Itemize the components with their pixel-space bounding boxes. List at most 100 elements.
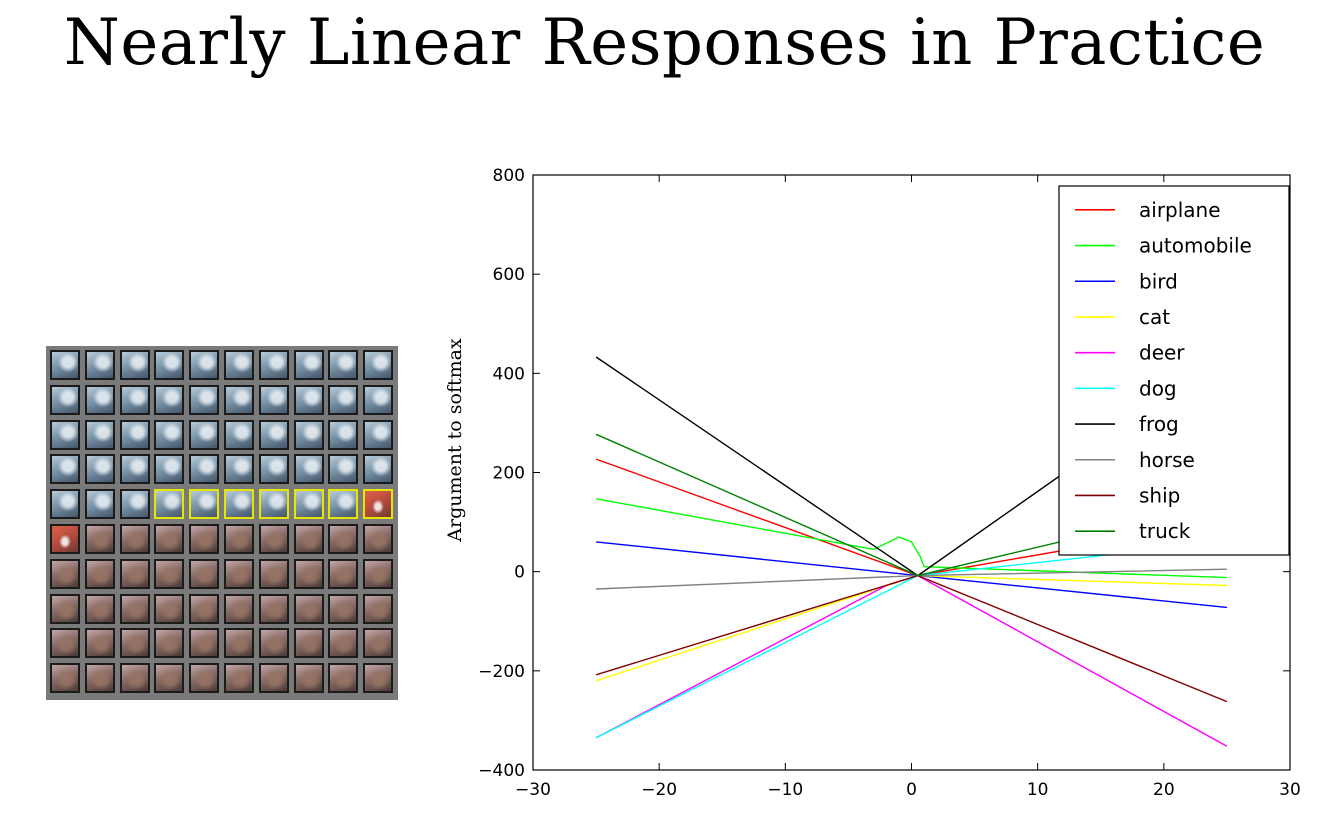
grid-image-tile <box>363 454 394 485</box>
grid-image-tile <box>258 489 289 520</box>
grid-image-tile <box>258 663 289 694</box>
grid-image-tile <box>363 593 394 624</box>
grid-image-tile <box>363 489 394 520</box>
grid-image-tile <box>363 350 394 380</box>
grid-image-tile <box>224 489 254 520</box>
grid-image-tile <box>119 663 150 694</box>
grid-image-tile <box>293 454 324 485</box>
grid-image-tile <box>258 454 289 485</box>
grid-image-tile <box>84 663 115 694</box>
grid-image-tile <box>328 454 359 485</box>
grid-image-tile <box>328 524 359 554</box>
grid-image-tile <box>84 454 115 485</box>
grid-image-tile <box>363 384 394 415</box>
grid-image-tile <box>293 489 324 520</box>
grid-image-tile <box>50 350 80 380</box>
y-tick-label: 400 <box>493 364 525 384</box>
grid-image-tile <box>328 628 359 659</box>
grid-image-tile <box>258 628 289 659</box>
grid-image-tile <box>293 663 324 694</box>
grid-image-tile <box>224 419 254 450</box>
grid-image-tile <box>154 663 185 694</box>
y-tick-label: 200 <box>493 464 525 484</box>
grid-image-tile <box>293 558 324 589</box>
grid-image-tile <box>189 419 220 450</box>
grid-image-tile <box>84 384 115 415</box>
grid-image-tile <box>154 593 185 624</box>
grid-image-tile <box>154 454 185 485</box>
grid-image-tile <box>258 350 289 380</box>
grid-image-tile <box>189 350 220 380</box>
grid-image-tile <box>258 558 289 589</box>
grid-image-tile <box>119 350 150 380</box>
grid-image-tile <box>154 524 185 554</box>
legend-label-dog: dog <box>1139 376 1177 400</box>
y-tick-label: −200 <box>478 662 525 682</box>
legend-label-ship: ship <box>1139 483 1180 507</box>
grid-image-tile <box>363 524 394 554</box>
grid-image-tile <box>119 524 150 554</box>
grid-image-tile <box>293 419 324 450</box>
x-tick-label: 0 <box>906 780 917 800</box>
grid-image-tile <box>224 663 254 694</box>
grid-image-tile <box>154 350 185 380</box>
grid-image-tile <box>50 524 80 554</box>
grid-image-tile <box>50 454 80 485</box>
grid-image-tile <box>363 663 394 694</box>
grid-image-tile <box>363 628 394 659</box>
grid-image-tile <box>328 419 359 450</box>
x-tick-label: 30 <box>1279 780 1301 800</box>
legend-box <box>1058 185 1290 556</box>
grid-image-tile <box>224 593 254 624</box>
grid-image-tile <box>84 558 115 589</box>
grid-image-tile <box>224 628 254 659</box>
grid-image-tile <box>293 384 324 415</box>
x-tick-label: −20 <box>641 780 677 800</box>
grid-image-tile <box>189 489 220 520</box>
legend-label-bird: bird <box>1139 269 1178 293</box>
grid-image-tile <box>224 558 254 589</box>
grid-image-tile <box>224 524 254 554</box>
legend-label-automobile: automobile <box>1139 234 1252 258</box>
legend-label-horse: horse <box>1139 448 1195 472</box>
legend-label-frog: frog <box>1139 412 1179 436</box>
y-tick-label: −400 <box>478 761 525 781</box>
legend-label-airplane: airplane <box>1139 198 1221 222</box>
grid-image-tile <box>189 524 220 554</box>
grid-image-tile <box>328 489 359 520</box>
adversarial-image-grid <box>46 346 398 700</box>
legend-label-cat: cat <box>1139 305 1170 329</box>
grid-image-tile <box>119 558 150 589</box>
grid-image-tile <box>84 419 115 450</box>
grid-image-tile <box>50 384 80 415</box>
grid-image-tile <box>224 350 254 380</box>
grid-image-tile <box>84 489 115 520</box>
grid-image-tile <box>154 384 185 415</box>
y-tick-label: 800 <box>493 166 525 186</box>
grid-image-tile <box>119 628 150 659</box>
slide-title: Nearly Linear Responses in Practice <box>63 6 1266 80</box>
grid-image-tile <box>84 628 115 659</box>
grid-image-tile <box>328 593 359 624</box>
grid-image-tile <box>328 663 359 694</box>
grid-image-tile <box>154 628 185 659</box>
grid-image-tile <box>293 628 324 659</box>
grid-image-tile <box>258 524 289 554</box>
grid-image-tile <box>293 593 324 624</box>
grid-image-tile <box>328 350 359 380</box>
grid-image-tile <box>154 558 185 589</box>
grid-image-tile <box>119 384 150 415</box>
grid-image-tile <box>258 419 289 450</box>
grid-image-tile <box>189 558 220 589</box>
grid-image-tile <box>154 419 185 450</box>
grid-image-tile <box>119 593 150 624</box>
legend: airplane automobile bird cat deer dog frog hors… <box>1058 185 1290 556</box>
x-tick-label: −30 <box>515 780 551 800</box>
grid-image-tile <box>50 593 80 624</box>
grid-image-tile <box>189 593 220 624</box>
x-tick-label: 20 <box>1153 780 1175 800</box>
legend-label-deer: deer <box>1139 341 1185 365</box>
grid-image-tile <box>189 454 220 485</box>
grid-image-tile <box>119 454 150 485</box>
